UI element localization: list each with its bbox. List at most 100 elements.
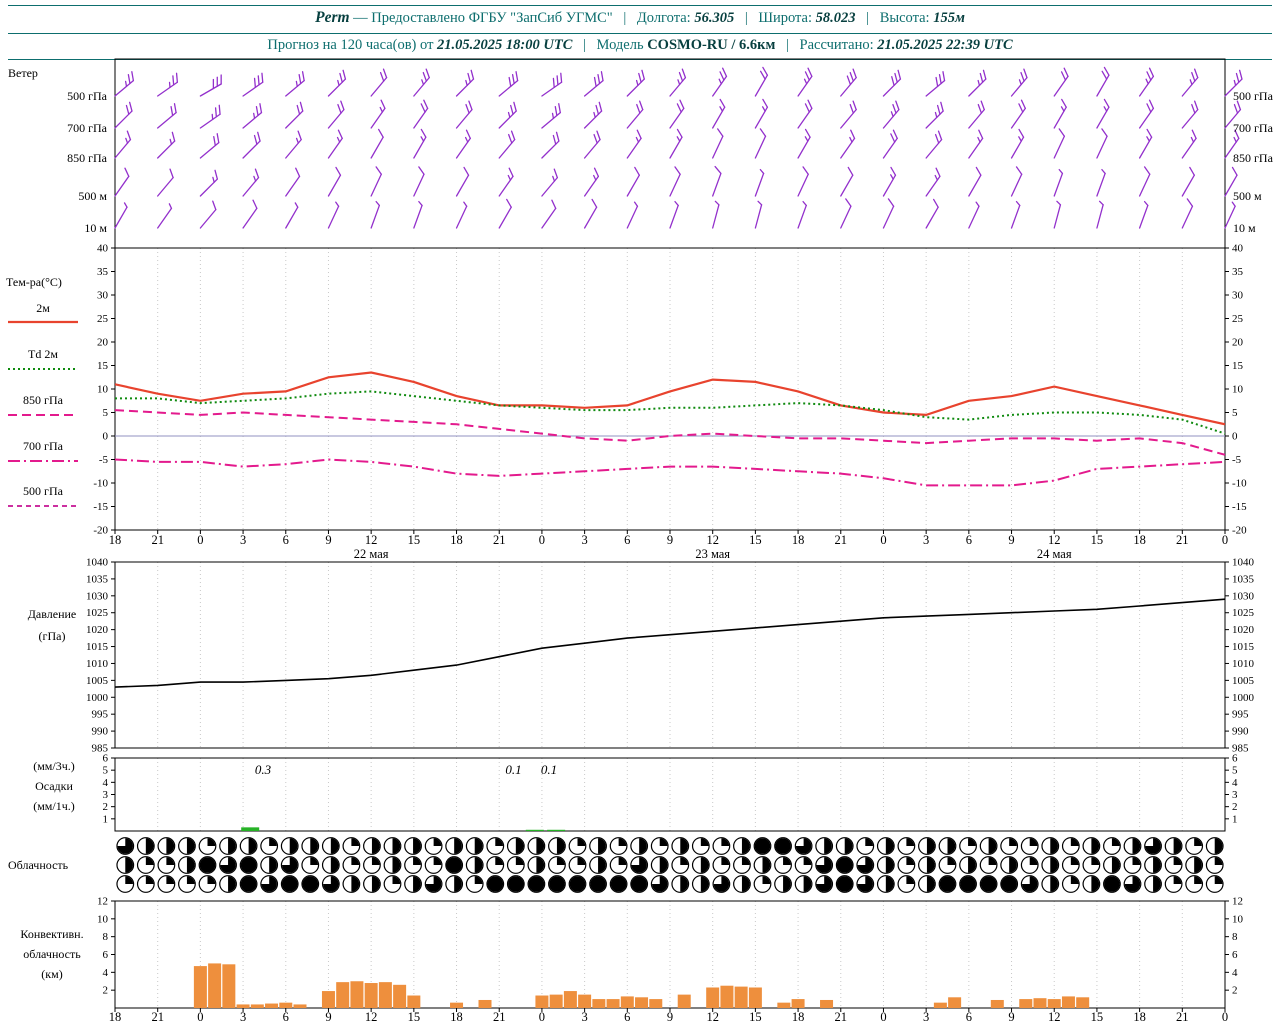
svg-text:6: 6 [624,1010,630,1024]
svg-text:1035: 1035 [86,573,109,585]
svg-text:700 гПа: 700 гПа [67,121,108,135]
svg-text:1030: 1030 [86,590,109,602]
wind-barbs-500 м [114,165,1238,197]
svg-text:1015: 1015 [86,641,109,653]
pressure-line [114,598,1226,688]
svg-text:15: 15 [408,533,421,547]
svg-text:5: 5 [103,407,109,419]
calc-label: Рассчитано: [799,37,874,53]
separator: | [866,10,870,26]
svg-text:35: 35 [97,266,109,278]
svg-text:10: 10 [97,913,109,925]
svg-text:35: 35 [1232,266,1244,278]
svg-text:21: 21 [1176,1010,1189,1024]
svg-text:1: 1 [103,813,109,825]
separator: | [786,37,789,53]
yaxis-pressure: 985 985 990 990 995 995 1000 1000 1005 1005 1010 10… [86,557,1255,755]
svg-text:9: 9 [325,1010,331,1024]
station-name: Perm [315,9,350,26]
svg-text:985: 985 [92,743,109,755]
svg-text:18: 18 [1133,1010,1146,1024]
svg-text:700 гПа: 700 гПа [1233,121,1274,135]
svg-text:22 мая: 22 мая [354,547,389,561]
xaxis-temp: 18 21 0 3 6 9 12 15 18 21 0 3 6 9 12 15 18 21 0 3 6 9 12 15 18 21… [109,530,1228,561]
separator: | [744,10,748,26]
svg-text:990: 990 [1232,726,1249,738]
svg-text:40: 40 [1232,243,1244,255]
svg-text:20: 20 [1232,337,1244,349]
svg-text:500 гПа: 500 гПа [1233,89,1274,103]
svg-text:18: 18 [792,1010,805,1024]
svg-text:12: 12 [1048,533,1061,547]
frame-pressure [114,561,1226,749]
svg-text:4: 4 [103,967,109,979]
svg-text:10 м: 10 м [1233,221,1256,235]
svg-text:5: 5 [103,765,109,777]
svg-text:2: 2 [1232,985,1238,997]
svg-text:Конвективн.: Конвективн. [20,927,83,941]
altitude-value: 155м [933,10,965,26]
svg-text:0: 0 [539,1010,545,1024]
svg-text:15: 15 [749,533,762,547]
longitude-value: 56.305 [694,10,735,26]
svg-text:0.1: 0.1 [541,762,557,777]
header-line-1: Perm — Предоставлено ФГБУ "ЗапСиб УГМС" … [0,9,1280,27]
header-rule-mid [8,33,1272,34]
svg-text:990: 990 [92,726,109,738]
svg-text:1000: 1000 [86,692,109,704]
svg-text:23 мая: 23 мая [695,547,730,561]
svg-text:3: 3 [581,1010,587,1024]
svg-text:500 м: 500 м [78,189,107,203]
wind-barbs-850 гПа [114,128,1240,159]
svg-text:1010: 1010 [1232,658,1255,670]
svg-text:6: 6 [283,533,289,547]
header-line-2: Прогноз на 120 часа(ов) от 21.05.2025 18… [0,37,1280,54]
svg-text:0: 0 [880,533,886,547]
svg-text:1030: 1030 [1232,590,1255,602]
svg-text:5: 5 [1232,765,1238,777]
svg-text:500 гПа: 500 гПа [23,484,64,498]
svg-text:21: 21 [151,533,164,547]
svg-text:985: 985 [1232,743,1249,755]
svg-text:Осадки: Осадки [35,779,73,793]
svg-text:20: 20 [97,337,109,349]
svg-text:6: 6 [283,1010,289,1024]
svg-text:0.3: 0.3 [255,762,272,777]
svg-text:700 гПа: 700 гПа [23,439,64,453]
svg-text:(гПа): (гПа) [39,629,66,643]
svg-text:3: 3 [1232,789,1238,801]
svg-text:5: 5 [1232,407,1238,419]
svg-text:8: 8 [103,931,109,943]
xaxis-conv: 18 21 0 3 6 9 12 15 18 21 0 3 6 9 12 15 18 21 0 3 6 9 12 15 18 21… [109,1008,1228,1024]
svg-text:Давление: Давление [28,607,77,621]
svg-text:995: 995 [92,709,109,721]
grid-pressure [157,562,1183,748]
svg-text:850 гПа: 850 гПа [1233,151,1274,165]
svg-text:8: 8 [1232,931,1238,943]
svg-text:0: 0 [197,1010,203,1024]
svg-text:3: 3 [240,1010,246,1024]
svg-text:3: 3 [240,533,246,547]
svg-text:Облачность: Облачность [8,858,69,872]
svg-text:18: 18 [109,1010,122,1024]
model-value: COSMO-RU / 6.6км [647,37,776,53]
svg-text:-20: -20 [93,525,108,537]
svg-text:9: 9 [1008,1010,1014,1024]
svg-text:24 мая: 24 мая [1037,547,1072,561]
svg-text:15: 15 [749,1010,762,1024]
svg-text:21: 21 [835,533,848,547]
forecast-run-time: 21.05.2025 18:00 UTC [437,37,573,53]
svg-text:15: 15 [1232,360,1244,372]
temp-series-700 гПа [115,458,1225,487]
cloud-row-1 [116,856,1224,874]
svg-text:21: 21 [493,1010,506,1024]
svg-text:1005: 1005 [86,675,109,687]
svg-text:995: 995 [1232,709,1249,721]
svg-text:2: 2 [103,985,109,997]
svg-text:21: 21 [835,1010,848,1024]
separator: | [623,10,627,26]
svg-text:500 м: 500 м [1233,189,1262,203]
svg-text:10: 10 [1232,384,1244,396]
